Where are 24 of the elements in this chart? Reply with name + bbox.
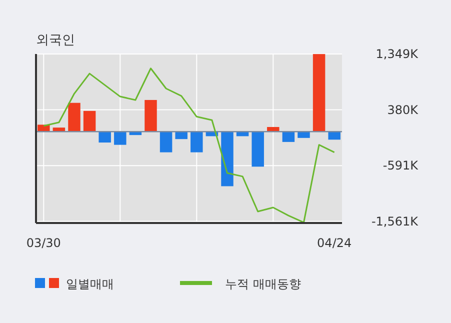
bar <box>144 100 157 132</box>
bar <box>221 132 234 186</box>
y-tick-label: -1,561K <box>371 214 420 228</box>
bar <box>98 132 111 143</box>
bar <box>160 132 172 152</box>
x-tick-label: 04/24 <box>317 236 352 250</box>
bar <box>175 132 188 140</box>
bar <box>282 132 295 142</box>
bar <box>190 132 203 152</box>
bar <box>312 54 326 132</box>
line-series <box>42 68 336 224</box>
y-tick-label: 1,349K <box>376 47 420 62</box>
legend-label: 일별매매 <box>66 277 114 291</box>
y-tick-label: 380K <box>387 102 420 117</box>
bar <box>83 110 96 132</box>
bar <box>252 132 264 167</box>
bar <box>68 102 80 132</box>
bar <box>328 132 340 140</box>
x-tick-label: 03/30 <box>26 236 61 250</box>
bar <box>298 132 310 138</box>
legend-label: 누적 매매동향 <box>225 277 301 291</box>
y-tick-label: -591K <box>382 158 420 173</box>
chart-title: 외국인 <box>36 33 75 48</box>
bar <box>114 132 126 145</box>
